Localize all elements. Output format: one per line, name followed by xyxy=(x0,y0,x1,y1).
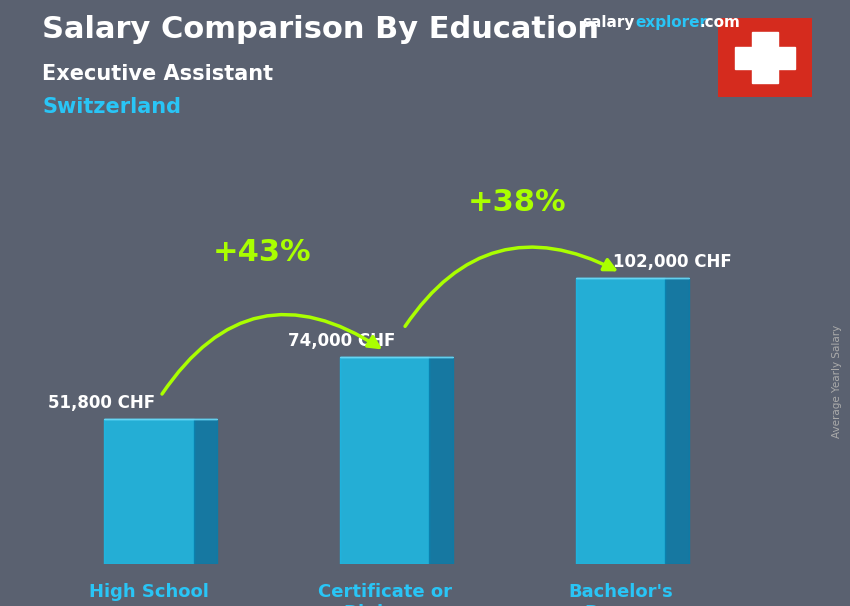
Bar xyxy=(575,278,666,564)
Text: +38%: +38% xyxy=(468,188,566,217)
Text: Salary Comparison By Education: Salary Comparison By Education xyxy=(42,15,599,44)
FancyArrowPatch shape xyxy=(405,247,615,326)
Text: 51,800 CHF: 51,800 CHF xyxy=(48,394,155,411)
Text: salary: salary xyxy=(582,15,635,30)
FancyArrowPatch shape xyxy=(162,315,379,394)
Text: 102,000 CHF: 102,000 CHF xyxy=(613,253,732,271)
Polygon shape xyxy=(666,278,689,564)
Text: Switzerland: Switzerland xyxy=(42,97,182,117)
Text: .com: .com xyxy=(700,15,740,30)
Text: +43%: +43% xyxy=(212,238,311,267)
Bar xyxy=(735,47,795,68)
Text: Executive Assistant: Executive Assistant xyxy=(42,64,274,84)
Text: 74,000 CHF: 74,000 CHF xyxy=(288,331,396,350)
Text: explorer: explorer xyxy=(635,15,707,30)
Text: Average Yearly Salary: Average Yearly Salary xyxy=(832,325,842,438)
Polygon shape xyxy=(194,419,217,564)
Bar xyxy=(340,356,429,564)
Bar xyxy=(752,32,778,83)
Polygon shape xyxy=(429,356,453,564)
Bar xyxy=(104,419,194,564)
